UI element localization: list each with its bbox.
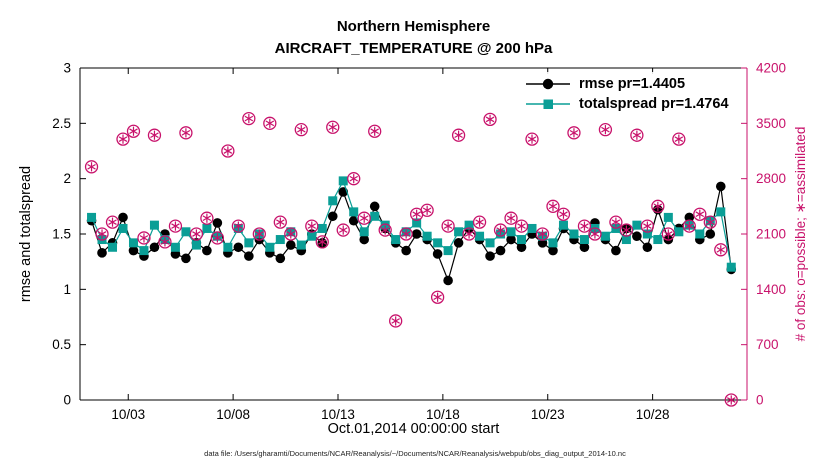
y-axis-label-left: rmse and totalspread bbox=[18, 165, 34, 303]
svg-text:1.5: 1.5 bbox=[52, 227, 71, 242]
svg-text:4200: 4200 bbox=[756, 61, 786, 76]
legend-label-rmse: rmse pr=1.4405 bbox=[579, 76, 686, 92]
svg-text:700: 700 bbox=[756, 337, 779, 352]
svg-text:0: 0 bbox=[756, 393, 764, 408]
svg-text:0.5: 0.5 bbox=[52, 337, 71, 352]
title-line2: AIRCRAFT_TEMPERATURE @ 200 hPa bbox=[274, 40, 553, 57]
totalspread-line-marker-sample bbox=[526, 99, 570, 109]
svg-text:10/13: 10/13 bbox=[321, 407, 355, 422]
svg-text:10/03: 10/03 bbox=[111, 407, 145, 422]
legend-entry-totalspread: totalspread pr=1.4764 bbox=[524, 95, 729, 113]
svg-text:2: 2 bbox=[63, 171, 71, 186]
svg-text:0: 0 bbox=[63, 393, 71, 408]
svg-text:3: 3 bbox=[63, 61, 71, 76]
svg-text:3500: 3500 bbox=[756, 116, 786, 131]
svg-text:1400: 1400 bbox=[756, 282, 786, 297]
svg-text:10/08: 10/08 bbox=[216, 407, 250, 422]
svg-text:2100: 2100 bbox=[756, 227, 786, 242]
chart-title: Northern Hemisphere AIRCRAFT_TEMPERATURE… bbox=[80, 16, 747, 60]
rmse-line-marker-sample bbox=[526, 78, 570, 90]
x-axis-label: Oct.01,2014 00:00:00 start bbox=[327, 421, 500, 437]
legend: rmse pr=1.4405 totalspread pr=1.4764 bbox=[518, 72, 735, 116]
y-axis-label-right: # of obs: o=possible; ∗=assimilated bbox=[793, 126, 808, 342]
data-file-path: data file: /Users/gharamti/Documents/NCA… bbox=[204, 449, 626, 458]
title-line1: Northern Hemisphere bbox=[336, 18, 491, 35]
svg-text:2.5: 2.5 bbox=[52, 116, 71, 131]
svg-text:10/28: 10/28 bbox=[636, 407, 670, 422]
legend-entry-rmse: rmse pr=1.4405 bbox=[524, 75, 729, 93]
svg-text:1: 1 bbox=[63, 282, 71, 297]
svg-text:10/23: 10/23 bbox=[531, 407, 565, 422]
svg-text:2800: 2800 bbox=[756, 171, 786, 186]
svg-text:10/18: 10/18 bbox=[426, 407, 460, 422]
legend-label-totalspread: totalspread pr=1.4764 bbox=[579, 96, 729, 112]
